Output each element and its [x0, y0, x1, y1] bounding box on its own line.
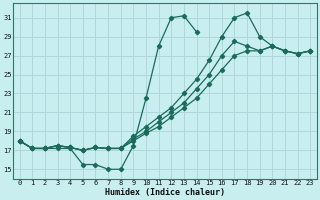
X-axis label: Humidex (Indice chaleur): Humidex (Indice chaleur) [105, 188, 225, 197]
